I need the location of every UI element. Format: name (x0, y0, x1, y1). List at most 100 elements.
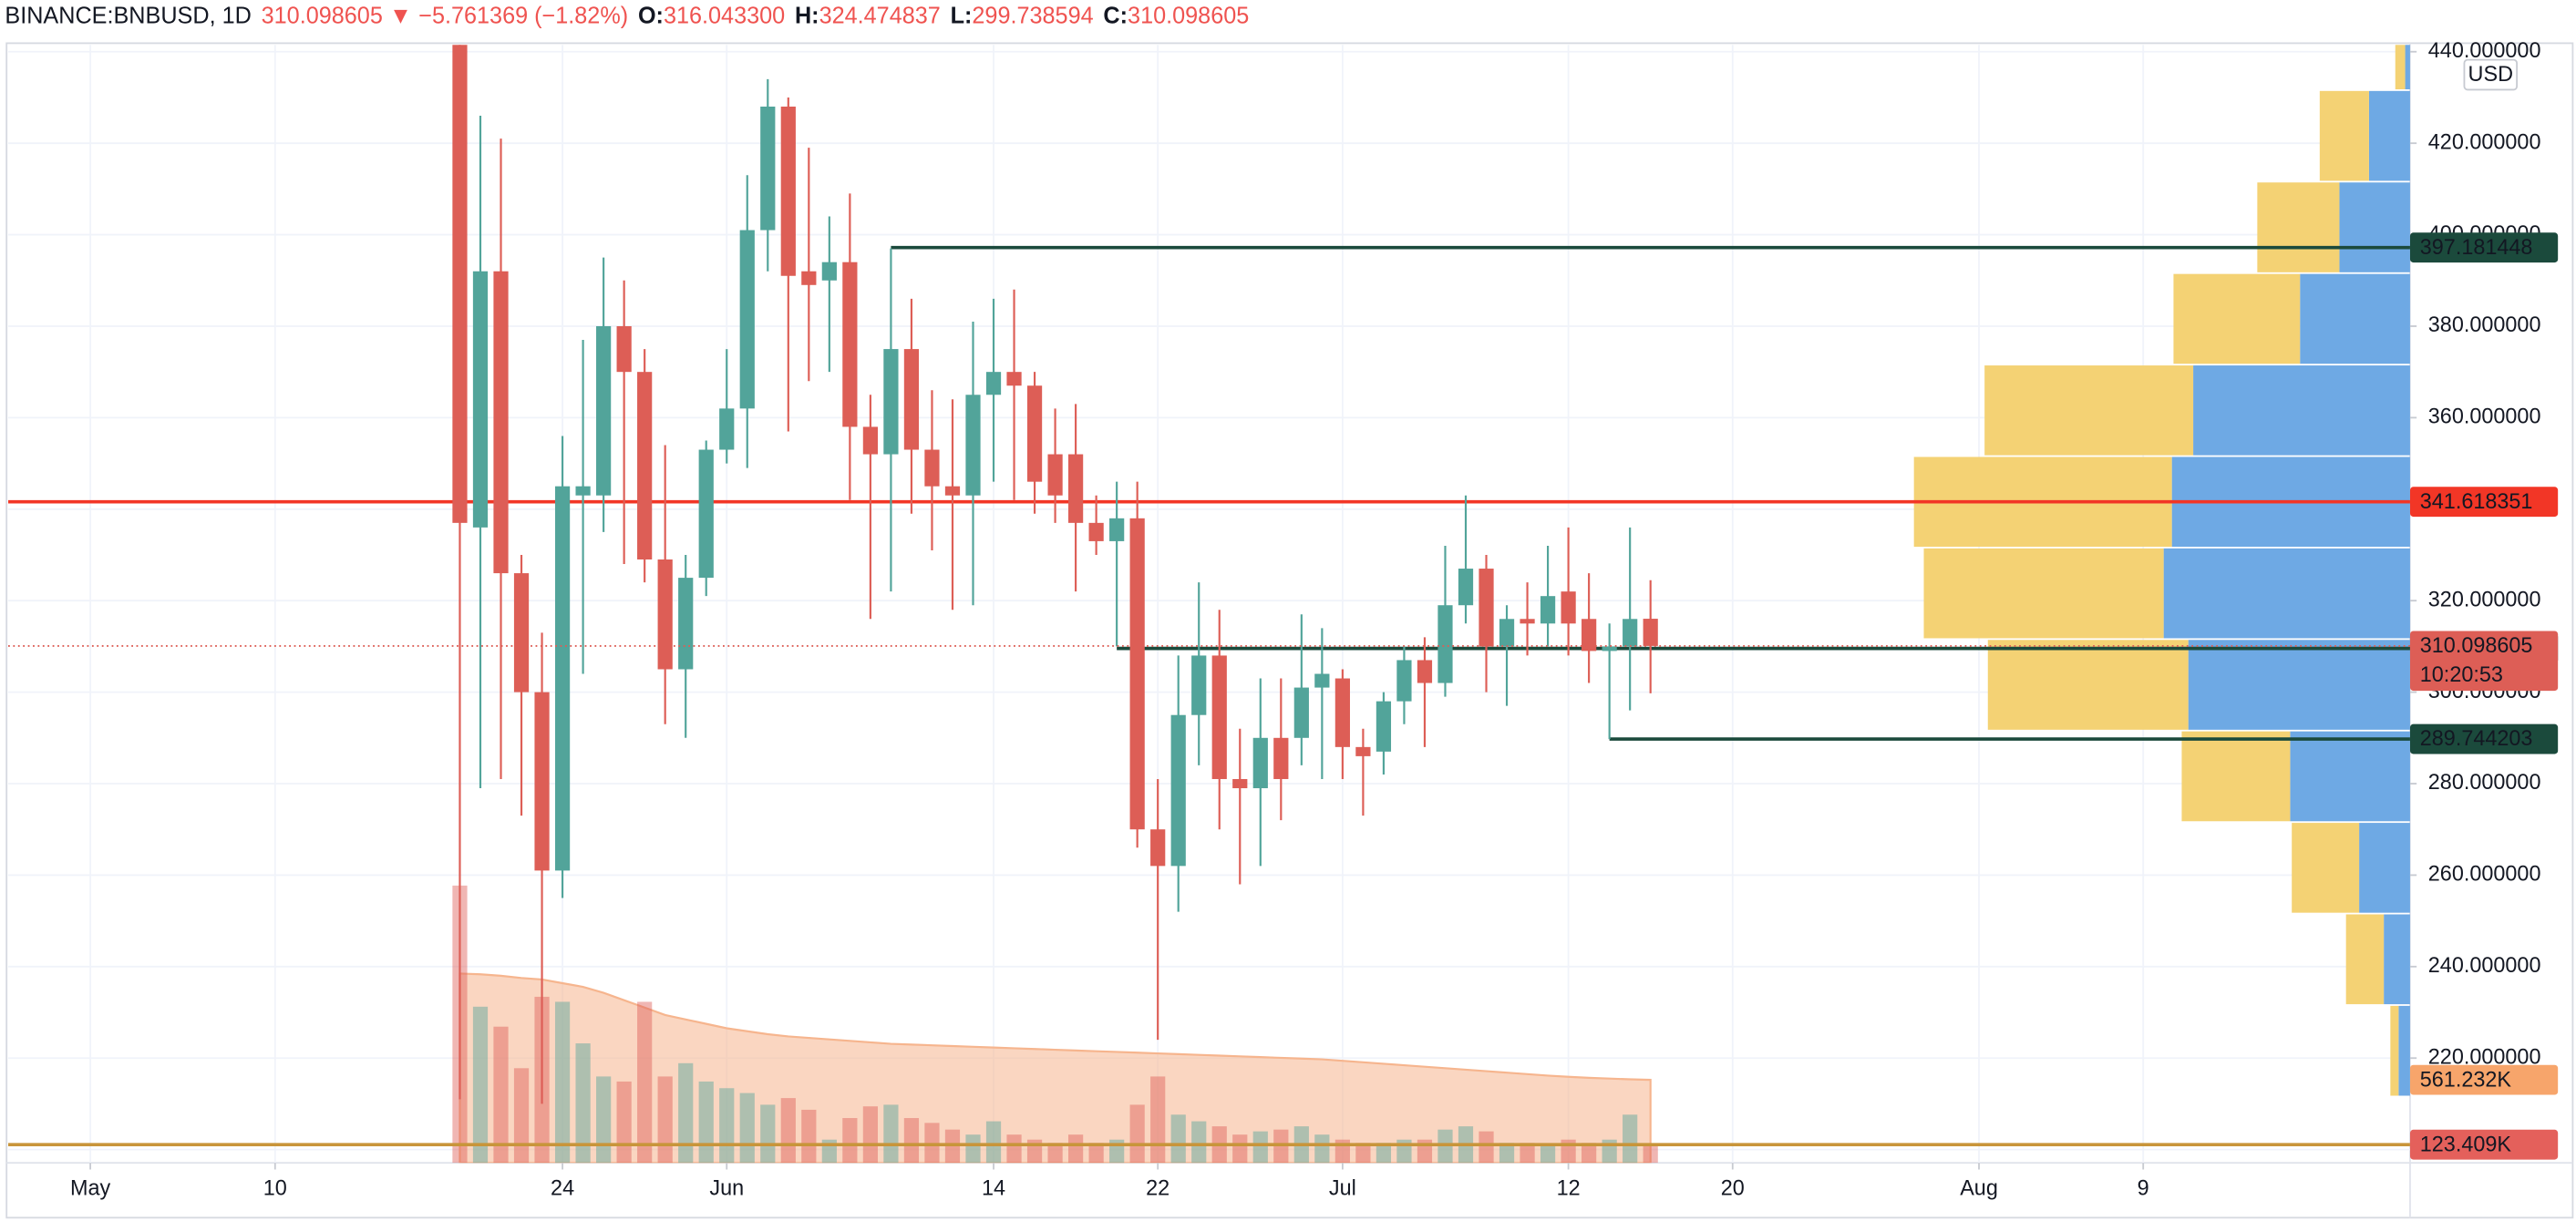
profile-up (2384, 914, 2410, 1005)
profile-down (2345, 914, 2385, 1005)
candle-body (719, 408, 735, 450)
volume-bar (883, 1104, 899, 1164)
candle-body (1540, 596, 1556, 624)
volume-ma-label: 561.232K (2420, 1067, 2512, 1091)
profile-up (2359, 823, 2410, 913)
volume-bar (1499, 1143, 1515, 1164)
volume-bar (1067, 1134, 1084, 1164)
volume-bar (965, 1134, 981, 1164)
candle-body (842, 262, 858, 427)
volume-label-bg (2409, 1129, 2559, 1160)
volume-bar (739, 1093, 755, 1164)
high-value: 324.474837 (819, 3, 941, 28)
profile-up (2368, 90, 2410, 181)
chart-header: BINANCE:BNBUSD, 1D 310.098605 ▼ −5.761369 (… (5, 3, 1249, 28)
last-price-label: 310.098605 (2420, 633, 2533, 657)
x-tick-label: 12 (1557, 1175, 1581, 1199)
close-label: C: (1103, 3, 1128, 28)
volume-bar (1006, 1134, 1022, 1164)
low-label: L: (951, 3, 973, 28)
volume-bar (1047, 1143, 1063, 1164)
y-tick-label: 440.000000 (2428, 38, 2541, 62)
volume-bar (1479, 1131, 1494, 1164)
candle-body (1334, 678, 1350, 747)
last-price-label-bg (2409, 631, 2559, 692)
volume-bar (554, 1001, 571, 1164)
x-tick-label: 9 (2138, 1175, 2149, 1199)
candle-body (472, 271, 489, 528)
y-tick-label: 420.000000 (2428, 129, 2541, 153)
candle-body (1458, 569, 1474, 606)
volume-bar (1252, 1131, 1268, 1164)
x-tick-label: 14 (982, 1175, 1005, 1199)
volume-bar (1540, 1144, 1556, 1164)
candle-body (1623, 619, 1638, 647)
candle-body (1376, 701, 1392, 752)
candle-body (1643, 619, 1658, 646)
candle-body (1602, 646, 1617, 652)
volume-bar (1520, 1143, 1535, 1164)
volume-bar (760, 1104, 776, 1164)
hline-label: 397.181448 (2420, 235, 2533, 259)
candle-body (1314, 673, 1330, 688)
volume-bar (637, 1001, 653, 1164)
candle-body (1252, 737, 1268, 789)
volume-bar (1376, 1143, 1392, 1164)
profile-up (2193, 365, 2410, 456)
volume-bar (1355, 1143, 1371, 1164)
volume-bar (1314, 1134, 1330, 1164)
candle-body (1437, 605, 1453, 683)
hline-label: 341.618351 (2420, 489, 2533, 513)
profile-up (2300, 273, 2410, 364)
candle-body (801, 271, 817, 285)
candle-body (1582, 619, 1597, 652)
close-value: 310.098605 (1128, 3, 1249, 28)
y-tick-label: 320.000000 (2428, 587, 2541, 610)
volume-bar (862, 1106, 879, 1164)
volume-bar (1232, 1134, 1248, 1164)
countdown: 10:20:53 (2420, 662, 2503, 686)
y-tick-label: 380.000000 (2428, 313, 2541, 336)
open-value: 316.043300 (664, 3, 785, 28)
profile-down (2395, 45, 2406, 90)
volume-bar (513, 1068, 530, 1164)
candle-body (883, 349, 899, 455)
candle-body (760, 106, 776, 231)
volume-ma-area (459, 972, 1652, 1164)
volume-bar (1150, 1076, 1166, 1164)
volume-bar (678, 1062, 694, 1164)
candle-body (1191, 655, 1207, 715)
candle-body (1479, 569, 1494, 647)
currency: USD (2468, 62, 2513, 86)
profile-down (2181, 731, 2291, 822)
volume-bar (924, 1123, 940, 1164)
candle-body (1088, 522, 1104, 541)
x-tick-label: Jul (1329, 1175, 1356, 1199)
candle-body (924, 449, 940, 487)
candle-body (1273, 737, 1289, 779)
volume-bar (493, 1026, 509, 1164)
candle-body (616, 325, 632, 373)
candle-body (1211, 655, 1227, 779)
chart-frame (5, 42, 2574, 1219)
candle-body (862, 426, 879, 455)
profile-down (1923, 548, 2164, 639)
candle-body (493, 271, 509, 574)
profile-down (1987, 640, 2189, 730)
open-label: O: (638, 3, 664, 28)
y-tick-label: 260.000000 (2428, 862, 2541, 886)
candle-body (1561, 591, 1576, 624)
candle-body (780, 106, 796, 276)
volume-bar (1170, 1114, 1186, 1164)
last-price: 310.098605 (262, 3, 383, 28)
profile-down (1984, 365, 2194, 456)
candle-body (637, 372, 653, 560)
y-tick-label: 220.000000 (2428, 1044, 2541, 1068)
currency-box[interactable] (2463, 58, 2519, 91)
plot-area (8, 45, 2410, 1164)
candle-body (1170, 714, 1186, 867)
profile-down (2390, 1005, 2399, 1096)
high-label: H: (795, 3, 819, 28)
profile-up (2398, 1005, 2410, 1096)
